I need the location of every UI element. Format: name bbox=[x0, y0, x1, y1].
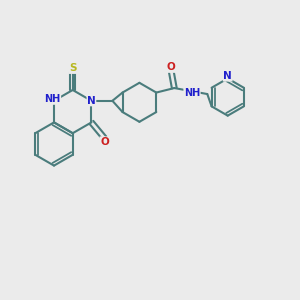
Text: N: N bbox=[87, 96, 96, 106]
Text: NH: NH bbox=[184, 88, 200, 98]
Text: S: S bbox=[69, 63, 76, 74]
Text: O: O bbox=[100, 137, 109, 147]
Text: N: N bbox=[223, 71, 232, 81]
Text: O: O bbox=[167, 62, 176, 72]
Text: NH: NH bbox=[44, 94, 61, 104]
